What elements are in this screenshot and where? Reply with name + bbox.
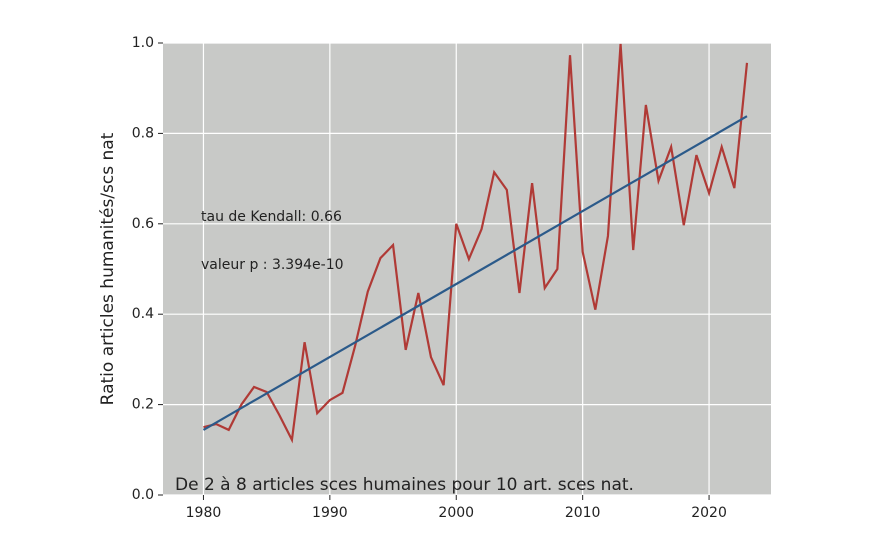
plot-area — [163, 43, 771, 495]
y-tick-label: 0.6 — [132, 216, 154, 232]
annotation: valeur p : 3.394e-10 — [201, 257, 344, 273]
trend-line — [202, 115, 748, 431]
x-tick-label: 1980 — [186, 505, 222, 521]
y-tick-label: 0.8 — [132, 125, 154, 141]
x-tick-label: 1990 — [312, 505, 348, 521]
y-tick-label: 1.0 — [132, 35, 154, 51]
annotation: De 2 à 8 articles sces humaines pour 10 … — [175, 475, 634, 495]
y-axis-label: Ratio articles humanités/scs nat — [98, 132, 118, 405]
y-tick-label: 0.0 — [132, 487, 154, 503]
x-tick-label: 2000 — [438, 505, 474, 521]
x-tick-label: 2020 — [691, 505, 727, 521]
y-tick-label: 0.4 — [132, 306, 154, 322]
x-tick-label: 2010 — [565, 505, 601, 521]
annotation: tau de Kendall: 0.66 — [201, 209, 342, 225]
y-tick-label: 0.2 — [132, 397, 154, 413]
